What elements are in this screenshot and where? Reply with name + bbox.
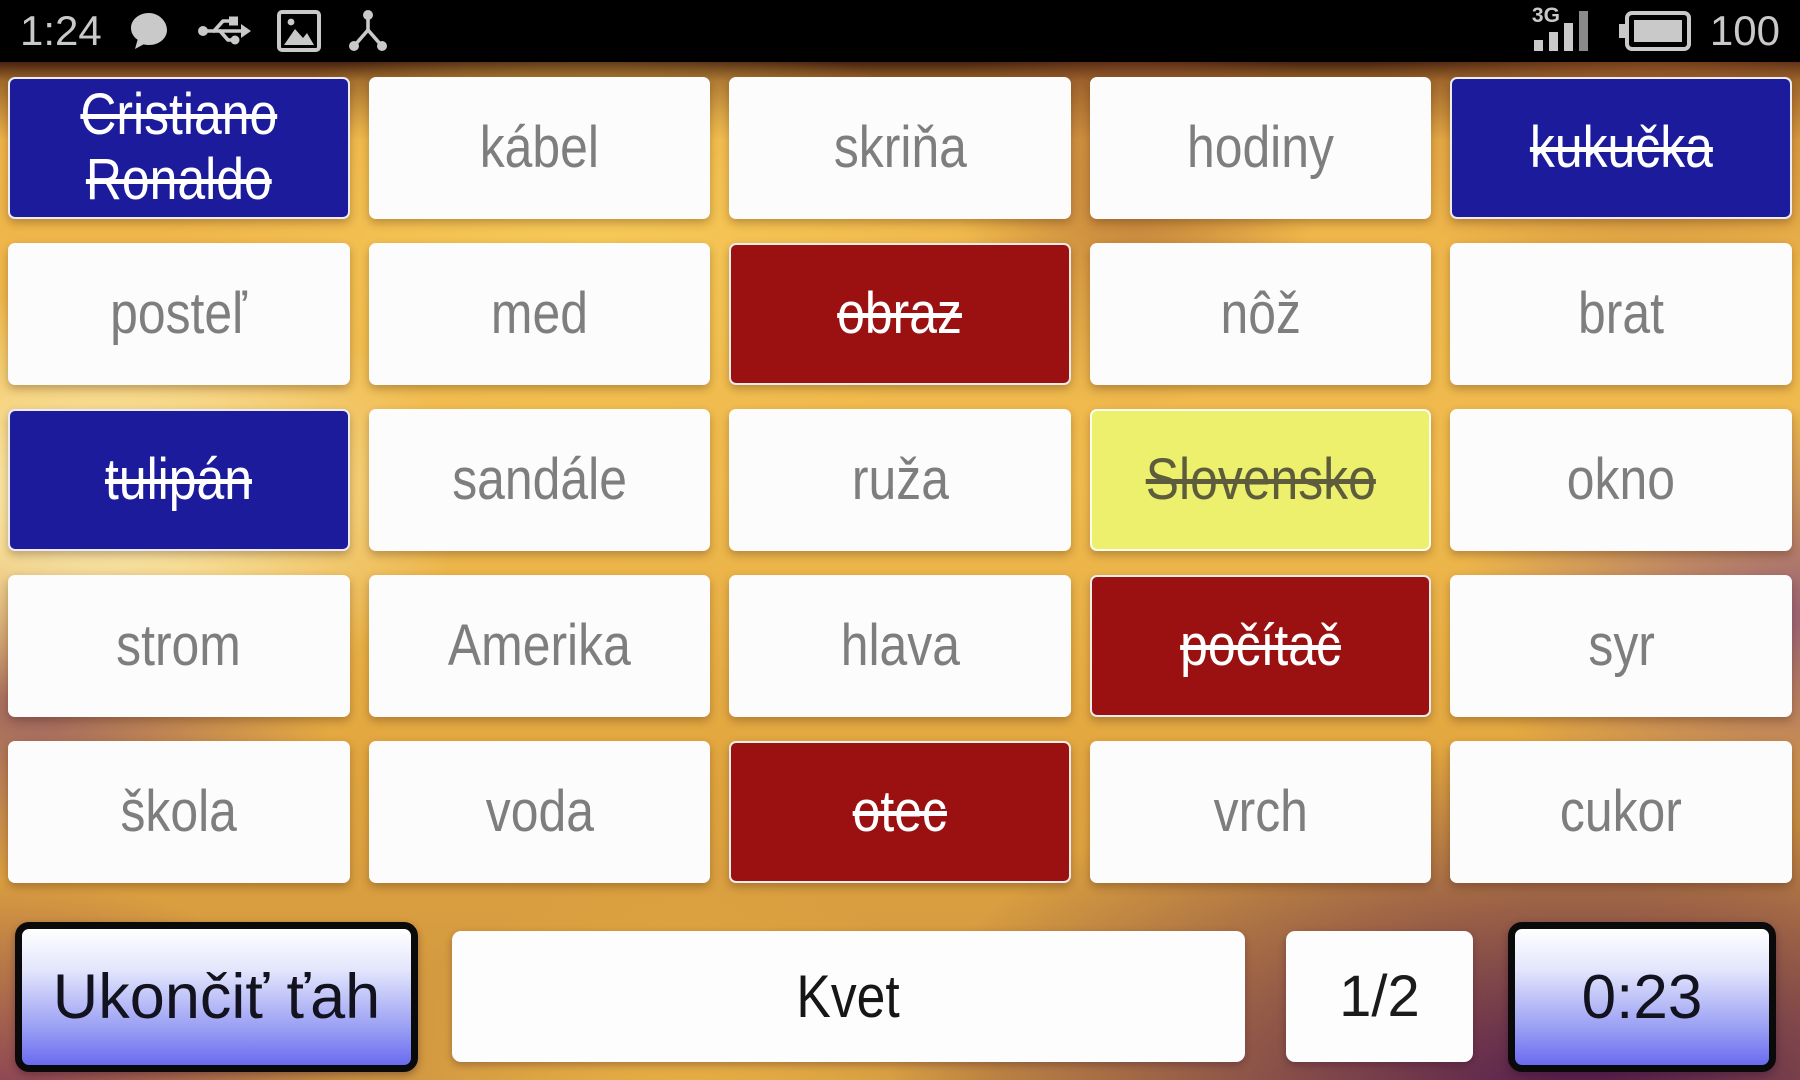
word-card-label: škola	[120, 778, 238, 844]
word-card-label: nôž	[1220, 280, 1301, 346]
chat-bubble-icon	[130, 13, 167, 49]
word-card-label: hodiny	[1187, 114, 1335, 180]
screenshot-icon	[276, 10, 321, 52]
word-card[interactable]: sandále	[368, 409, 711, 551]
word-card-label: sandále	[452, 446, 627, 512]
timer-label: 0:23	[1581, 962, 1703, 1032]
word-card[interactable]: syr	[1450, 575, 1792, 717]
network-type-label: 3G	[1531, 4, 1560, 27]
signal-strength-icon: 3G	[1531, 4, 1600, 55]
word-card-label: skriňa	[833, 114, 967, 180]
clock-text: 1:24	[20, 7, 102, 54]
word-card[interactable]: škola	[8, 741, 350, 883]
word-card-label: ruža	[851, 446, 949, 512]
word-card-label: obraz	[837, 280, 963, 346]
word-card-label: brat	[1578, 280, 1665, 346]
share-hub-icon	[348, 10, 387, 51]
end-turn-button[interactable]: Ukončiť ťah	[15, 922, 418, 1072]
word-card[interactable]: hodiny	[1089, 77, 1432, 219]
word-card-label: otec	[852, 778, 948, 844]
word-card-label: syr	[1587, 612, 1655, 678]
word-card-label: voda	[485, 778, 594, 844]
word-card[interactable]: vrch	[1089, 741, 1432, 883]
word-grid: Cristiano Ronaldo kábel skriňa hodiny kukučk…	[8, 77, 1792, 883]
word-card[interactable]: hlava	[729, 575, 1071, 717]
word-card[interactable]: počítač	[1089, 575, 1432, 717]
word-card[interactable]: Amerika	[368, 575, 711, 717]
word-card-label: kukučka	[1529, 114, 1713, 180]
status-bar: 1:24	[0, 0, 1800, 62]
status-bar-left: 1:24	[20, 7, 390, 55]
word-card-label: posteľ	[110, 280, 248, 346]
word-card-label: okno	[1567, 446, 1676, 512]
word-card[interactable]: tulipán	[8, 409, 350, 551]
word-card[interactable]: med	[368, 243, 711, 385]
word-card[interactable]: strom	[8, 575, 350, 717]
word-card-label: Amerika	[447, 612, 631, 678]
word-card-label: vrch	[1213, 778, 1308, 844]
word-card-label: Cristiano Ronaldo	[80, 82, 278, 212]
end-turn-label: Ukončiť ťah	[52, 962, 381, 1032]
word-card[interactable]: kukučka	[1450, 77, 1792, 219]
clue-counter: 1/2	[1286, 931, 1473, 1062]
clue-display: Kvet	[452, 931, 1245, 1062]
word-card[interactable]: posteľ	[8, 243, 350, 385]
word-card[interactable]: ruža	[729, 409, 1071, 551]
word-card-label: tulipán	[105, 446, 253, 512]
word-card-label: hlava	[840, 612, 960, 678]
word-card[interactable]: skriňa	[729, 77, 1071, 219]
timer-button[interactable]: 0:23	[1508, 922, 1776, 1072]
word-card[interactable]: kábel	[368, 77, 711, 219]
word-card[interactable]: okno	[1450, 409, 1792, 551]
usb-icon	[197, 16, 251, 45]
word-card-label: kábel	[479, 114, 600, 180]
word-card-label: med	[490, 280, 588, 346]
battery-icon	[1618, 11, 1691, 51]
clue-counter-label: 1/2	[1339, 964, 1420, 1029]
word-card[interactable]: voda	[368, 741, 711, 883]
word-card[interactable]: Cristiano Ronaldo	[8, 77, 350, 219]
word-card-label: cukor	[1560, 778, 1683, 844]
word-card[interactable]: Slovensko	[1089, 409, 1432, 551]
word-card-label: počítač	[1180, 612, 1342, 678]
word-card[interactable]: nôž	[1089, 243, 1432, 385]
word-card[interactable]: obraz	[729, 243, 1071, 385]
battery-percent-text: 100	[1709, 7, 1780, 54]
status-bar-right: 3G 100	[1531, 4, 1780, 55]
clue-word-label: Kvet	[796, 963, 901, 1030]
word-card[interactable]: brat	[1450, 243, 1792, 385]
word-card[interactable]: otec	[729, 741, 1071, 883]
word-card-label: strom	[116, 612, 242, 678]
word-card-label: Slovensko	[1145, 446, 1376, 512]
word-card[interactable]: cukor	[1450, 741, 1792, 883]
